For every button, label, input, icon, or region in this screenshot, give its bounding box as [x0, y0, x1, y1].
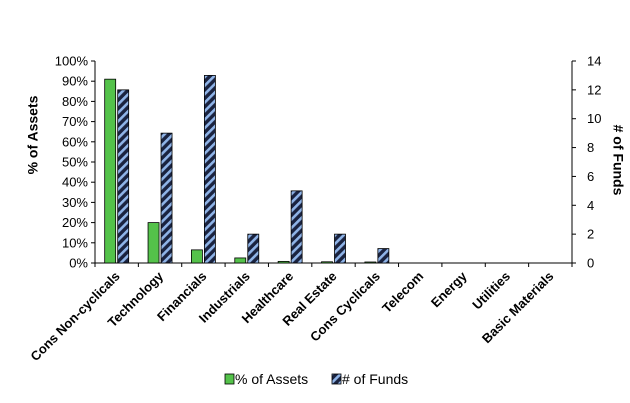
bar-assets: [191, 249, 203, 264]
left-tick-label: 0%: [69, 256, 88, 271]
left-tick-label: 90%: [62, 74, 88, 89]
right-tick-label: 14: [587, 54, 601, 69]
legend-swatch-assets: [224, 373, 235, 385]
bar-assets: [277, 260, 290, 264]
right-tick-label: 8: [587, 140, 594, 155]
bar-funds: [204, 75, 216, 264]
category-label: Utilities: [469, 269, 513, 313]
bar-funds: [334, 233, 346, 264]
right-tick-label: 0: [587, 256, 594, 271]
left-tick-label: 40%: [62, 175, 88, 190]
left-axis-title: % of Assets: [25, 95, 41, 174]
bar-funds: [247, 233, 260, 264]
bar-funds: [377, 248, 390, 264]
left-tick-label: 20%: [62, 215, 88, 230]
left-tick-label: 60%: [62, 134, 88, 149]
right-tick-label: 4: [587, 198, 594, 213]
bar-assets: [104, 78, 117, 264]
legend-swatch-funds: [331, 373, 342, 385]
left-tick-label: 70%: [62, 114, 88, 129]
bar-assets: [234, 257, 247, 264]
bar-assets: [364, 261, 377, 264]
left-tick-label: 80%: [62, 94, 88, 109]
bar-assets: [147, 222, 160, 264]
right-tick-label: 10: [587, 111, 601, 126]
right-tick-label: 2: [587, 227, 594, 242]
bar-funds: [160, 132, 173, 264]
bar-funds: [117, 89, 130, 264]
legend: % of Assets # of Funds: [224, 371, 408, 387]
left-tick-label: 50%: [62, 155, 88, 170]
bar-funds: [290, 190, 303, 264]
right-axis-title: # of Funds: [610, 125, 626, 196]
right-tick-label: 12: [587, 82, 601, 97]
category-label: Telecom: [379, 269, 426, 316]
left-tick-label: 100%: [55, 54, 89, 69]
left-tick-label: 30%: [62, 195, 88, 210]
right-tick-label: 6: [587, 169, 594, 184]
left-tick-label: 10%: [62, 235, 88, 250]
bar-assets: [321, 261, 333, 264]
category-label: Energy: [428, 268, 470, 310]
legend-label-assets: % of Assets: [235, 371, 308, 387]
legend-label-funds: # of Funds: [342, 371, 408, 387]
